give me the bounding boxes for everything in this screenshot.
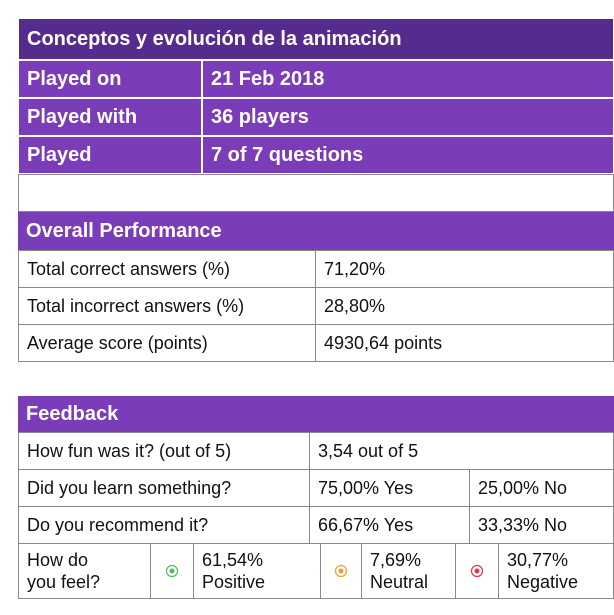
row-value: 75,00% Yes xyxy=(309,469,470,507)
feeling-value: 61,54% Positive xyxy=(193,543,321,599)
positive-icon xyxy=(165,564,179,578)
report-title: Conceptos y evolución de la animación xyxy=(18,18,614,60)
feeling-text: 30,77% Negative xyxy=(507,550,579,592)
feeling-value: 30,77% Negative xyxy=(498,543,614,599)
row-value: 66,67% Yes xyxy=(309,506,470,544)
info-value: 36 players xyxy=(202,98,614,136)
row-value: 33,33% No xyxy=(469,506,614,544)
row-value: 4930,64 points xyxy=(315,324,614,362)
row-label: How do you feel? xyxy=(18,543,151,599)
icon-cell xyxy=(455,543,499,599)
row-label: Did you learn something? xyxy=(18,469,310,507)
feeling-text: 61,54% Positive xyxy=(202,550,266,592)
feeling-value: 7,69% Neutral xyxy=(361,543,456,599)
negative-icon xyxy=(470,564,484,578)
info-label: Played with xyxy=(18,98,202,136)
spacer-row xyxy=(18,174,614,212)
row-value: 28,80% xyxy=(315,287,614,325)
row-label: Average score (points) xyxy=(18,324,316,362)
row-label: Total correct answers (%) xyxy=(18,250,316,288)
section-title: Feedback xyxy=(18,396,614,432)
row-label: How fun was it? (out of 5) xyxy=(18,432,310,470)
row-label: Total incorrect answers (%) xyxy=(18,287,316,325)
row-value: 71,20% xyxy=(315,250,614,288)
info-value: 7 of 7 questions xyxy=(202,136,614,174)
row-value: 25,00% No xyxy=(469,469,614,507)
info-value: 21 Feb 2018 xyxy=(202,60,614,98)
neutral-icon xyxy=(334,564,348,578)
info-label: Played xyxy=(18,136,202,174)
icon-cell xyxy=(150,543,194,599)
section-title: Overall Performance xyxy=(18,212,614,250)
feeling-text: 7,69% Neutral xyxy=(370,550,429,592)
info-label: Played on xyxy=(18,60,202,98)
row-value: 3,54 out of 5 xyxy=(309,432,614,470)
label-text: How do you feel? xyxy=(27,550,101,592)
row-label: Do you recommend it? xyxy=(18,506,310,544)
icon-cell xyxy=(320,543,362,599)
